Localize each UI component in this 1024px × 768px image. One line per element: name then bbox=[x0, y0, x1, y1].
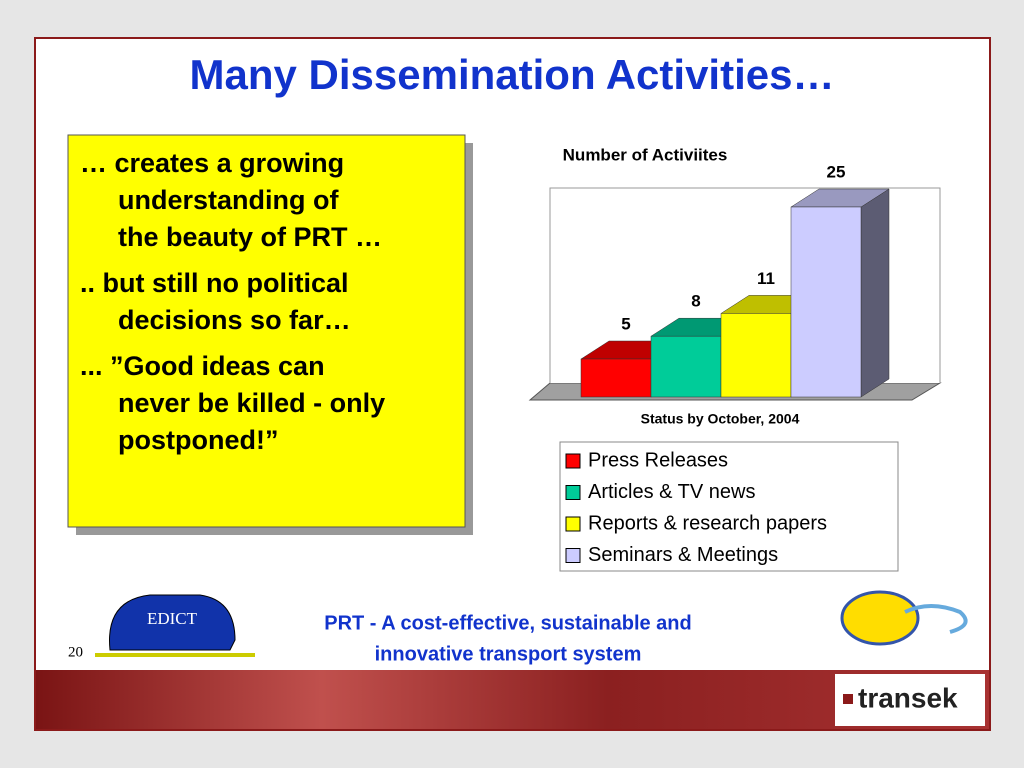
legend-swatch bbox=[565, 548, 581, 563]
legend-swatch bbox=[565, 516, 581, 532]
text-box bbox=[67, 134, 466, 528]
bar-side bbox=[860, 188, 890, 398]
data-label: 11 bbox=[757, 269, 775, 288]
bar bbox=[720, 313, 792, 398]
bullet-line: postponed!” bbox=[118, 425, 278, 455]
data-label: 8 bbox=[691, 292, 700, 311]
data-label: 25 bbox=[827, 162, 846, 181]
legend bbox=[559, 441, 899, 572]
transek-box bbox=[835, 674, 985, 726]
footer-line: innovative transport system bbox=[375, 643, 642, 665]
prt-track bbox=[904, 604, 968, 634]
bar bbox=[650, 335, 722, 398]
transek-logo: transek bbox=[858, 682, 958, 713]
x-axis-label: Status by October, 2004 bbox=[641, 411, 800, 427]
bullet-line: ... ”Good ideas can bbox=[80, 351, 325, 381]
legend-label: Reports & research papers bbox=[588, 512, 827, 534]
bullet-line: … creates a growing bbox=[80, 148, 344, 178]
footer-line: PRT - A cost-effective, sustainable and bbox=[324, 612, 692, 634]
data-label: 5 bbox=[621, 314, 630, 333]
legend-swatch bbox=[565, 485, 581, 500]
bullet-line: .. but still no political bbox=[80, 268, 349, 298]
legend-label: Press Releases bbox=[588, 449, 728, 471]
bullet-line: understanding of bbox=[118, 185, 339, 215]
banner bbox=[36, 670, 989, 729]
bullet-line: the beauty of PRT … bbox=[118, 222, 382, 252]
legend-label: Seminars & Meetings bbox=[588, 544, 778, 566]
bullet-line: decisions so far… bbox=[118, 305, 351, 335]
bullet-line: never be killed - only bbox=[118, 388, 385, 418]
edict-vehicle bbox=[109, 594, 236, 651]
legend-swatch bbox=[565, 453, 581, 469]
prt-logo bbox=[840, 590, 920, 646]
transek-mark bbox=[843, 694, 853, 704]
chart-title: Number of Activiites bbox=[563, 145, 728, 164]
page-number: 20 bbox=[68, 644, 83, 660]
bar bbox=[580, 358, 652, 398]
bar bbox=[790, 206, 862, 398]
edict-logo: EDICT bbox=[147, 609, 198, 628]
slide-title: Many Dissemination Activities… bbox=[190, 51, 835, 98]
legend-label: Articles & TV news bbox=[588, 481, 755, 503]
